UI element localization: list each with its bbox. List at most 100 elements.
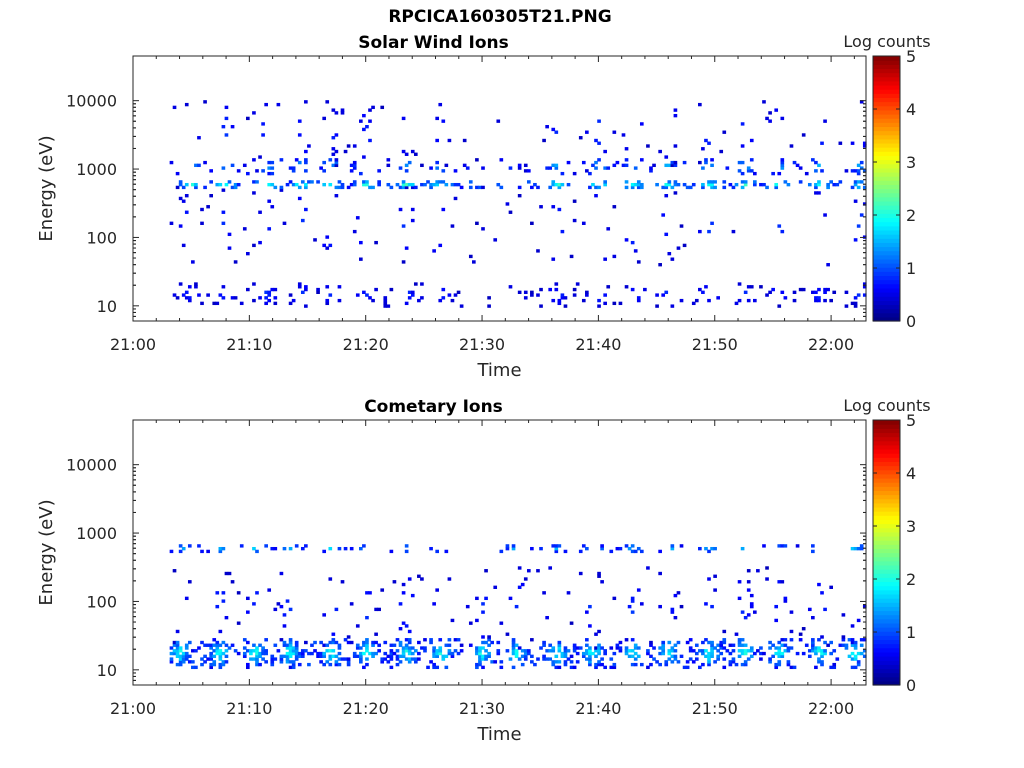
spectrogram-cell <box>246 171 250 176</box>
spectrogram-cell <box>722 638 727 642</box>
spectrogram-cell <box>859 166 864 170</box>
spectrogram-cell <box>404 185 409 190</box>
spectrogram-cell <box>407 160 412 165</box>
spectrogram-cell <box>789 610 794 614</box>
spectrogram-cell <box>664 662 669 667</box>
spectrogram-cell <box>334 660 339 664</box>
spectrogram-cell <box>798 180 803 184</box>
spectrogram-cell <box>365 638 369 642</box>
spectrogram-cell <box>853 169 858 173</box>
spectrogram-cell <box>661 640 666 645</box>
spectrogram-cell <box>807 182 812 187</box>
spectrogram-cell <box>594 194 598 198</box>
spectrogram-cell <box>252 282 256 286</box>
spectrogram-cell <box>530 185 534 190</box>
spectrogram-cell <box>609 657 614 661</box>
spectrogram-cell <box>221 210 226 214</box>
spectrogram-cell <box>453 293 458 297</box>
spectrogram-cell <box>209 646 213 650</box>
spectrogram-cell <box>670 607 675 612</box>
spectrogram-cell <box>389 185 394 190</box>
spectrogram-cell <box>508 210 513 214</box>
spectrogram-cell <box>853 199 858 203</box>
spectrogram-cell <box>181 185 186 190</box>
spectrogram-cell <box>224 182 229 187</box>
colorbar-segment <box>873 622 900 628</box>
spectrogram-cell <box>426 665 430 670</box>
colorbar-segment <box>873 544 900 549</box>
spectrogram-cell <box>172 105 177 110</box>
spectrogram-cell <box>676 182 681 187</box>
spectrogram-cell <box>667 649 672 653</box>
spectrogram-cell <box>554 546 559 551</box>
spectrogram-cell <box>475 662 479 667</box>
spectrogram-cell <box>484 569 488 573</box>
spectrogram-cell <box>267 171 272 176</box>
spectrogram-cell <box>304 160 308 165</box>
spectrogram-cell <box>536 657 540 661</box>
spectrogram-cell <box>783 596 788 601</box>
spectrogram-cell <box>780 651 785 656</box>
spectrogram-cell <box>484 654 488 658</box>
spectrogram-cell <box>475 158 479 162</box>
spectrogram-cell <box>783 599 788 603</box>
spectrogram-cell <box>710 604 714 609</box>
spectrogram-cell <box>707 657 711 661</box>
spectrogram-cell <box>478 660 482 664</box>
spectrogram-cell <box>365 615 369 620</box>
spectrogram-cell <box>698 287 702 292</box>
spectrogram-cell <box>508 285 513 289</box>
spectrogram-cell <box>175 646 180 650</box>
spectrogram-cell <box>224 660 229 664</box>
spectrogram-cell <box>691 649 696 653</box>
spectrogram-cell <box>716 296 720 300</box>
spectrogram-cell <box>713 180 717 184</box>
spectrogram-cell <box>734 662 739 667</box>
spectrogram-cell <box>551 127 556 132</box>
spectrogram-cell <box>630 240 635 245</box>
spectrogram-cell <box>520 649 525 653</box>
spectrogram-cell <box>246 610 250 614</box>
spectrogram-cell <box>811 640 815 645</box>
spectrogram-cell <box>255 180 259 184</box>
spectrogram-cell <box>285 660 290 664</box>
spectrogram-cell <box>588 662 592 667</box>
spectrogram-cell <box>328 640 333 645</box>
spectrogram-cell <box>478 185 482 190</box>
spectrogram-cell <box>355 293 360 297</box>
spectrogram-cell <box>713 546 717 551</box>
spectrogram-cell <box>713 574 717 578</box>
panel-cometary: 21:00 21:10 21:20 21:30 21:40 21:50 22:0010100… <box>36 396 931 745</box>
spectrogram-cell <box>294 657 299 661</box>
spectrogram-cell <box>597 651 601 656</box>
spectrogram-cell <box>184 596 189 601</box>
spectrogram-cell <box>759 285 763 289</box>
spectrogram-cell <box>530 660 534 664</box>
spectrogram-cell <box>297 133 302 137</box>
spectrogram-cell <box>511 646 516 650</box>
spectrogram-cell <box>612 662 617 667</box>
spectrogram-cell <box>655 660 659 664</box>
spectrogram-cell <box>499 549 504 554</box>
spectrogram-cell <box>319 651 323 656</box>
spectrogram-cell <box>255 651 259 656</box>
spectrogram-cell <box>297 654 302 658</box>
spectrogram-cell <box>673 108 678 112</box>
spectrogram-cell <box>242 638 247 642</box>
spectrogram-cell <box>704 654 708 658</box>
spectrogram-cell <box>551 180 556 184</box>
spectrogram-cell <box>465 166 470 170</box>
spectrogram-cell <box>413 185 418 190</box>
spectrogram-cell <box>349 546 354 551</box>
spectrogram-cell <box>255 662 259 667</box>
colorbar-segment <box>873 647 900 653</box>
spectrogram-cell <box>630 610 635 614</box>
colorbar-segment <box>873 490 900 496</box>
spectrogram-cell <box>377 649 381 653</box>
spectrogram-cell <box>218 549 223 554</box>
spectrogram-cell <box>279 638 284 642</box>
spectrogram-cell <box>429 185 433 190</box>
spectrogram-cell <box>856 180 861 184</box>
spectrogram-cell <box>435 180 440 184</box>
colorbar-segment <box>873 176 900 181</box>
